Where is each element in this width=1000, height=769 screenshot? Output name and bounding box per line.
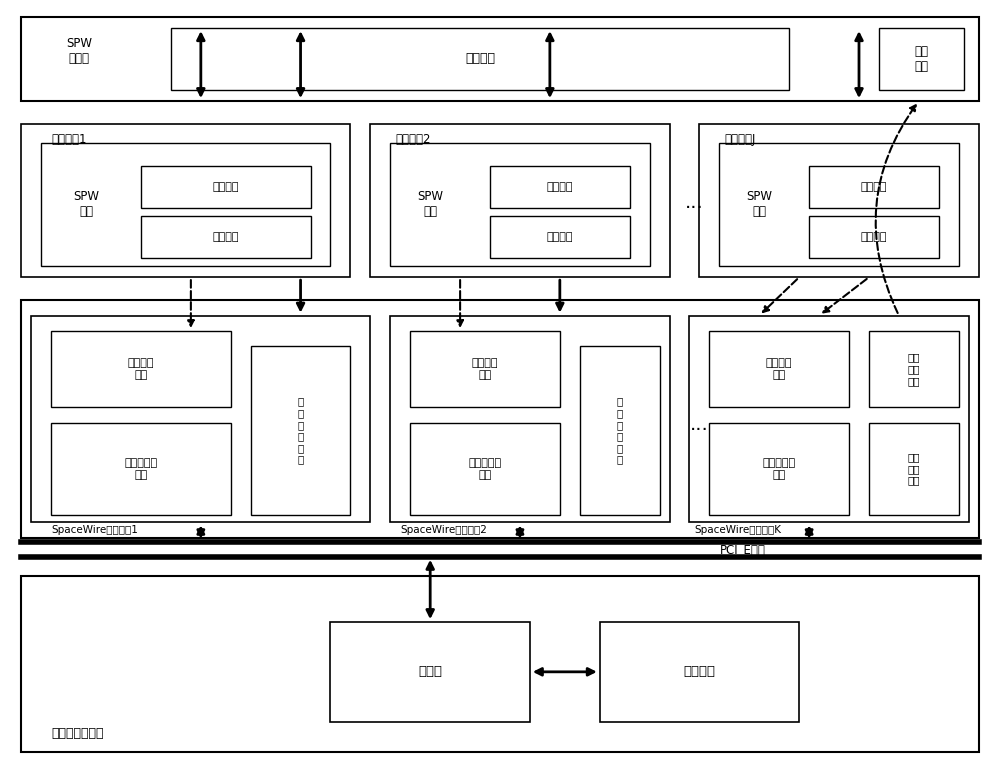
Text: 通信接口: 通信接口: [547, 182, 573, 192]
Text: ···: ···: [690, 421, 709, 440]
Text: 通信接口: 通信接口: [213, 182, 239, 192]
Bar: [809, 166, 939, 208]
Text: 链
路
配
置
接
口: 链 路 配 置 接 口: [297, 397, 304, 464]
Text: 上位机: 上位机: [418, 665, 442, 678]
Text: 链
路
配
置
接
口: 链 路 配 置 接 口: [617, 397, 623, 464]
Text: SpaceWire监测处理2: SpaceWire监测处理2: [400, 525, 487, 535]
Text: SPW
节点: SPW 节点: [73, 191, 99, 218]
Bar: [869, 423, 959, 514]
Text: 数据缓存与
处理: 数据缓存与 处理: [468, 458, 502, 480]
Bar: [490, 216, 630, 258]
Text: 链路监测: 链路监测: [213, 232, 239, 242]
Bar: [869, 331, 959, 408]
Text: SPW
节点: SPW 节点: [417, 191, 443, 218]
Bar: [410, 331, 560, 408]
Text: 星载设备2: 星载设备2: [395, 133, 431, 146]
Bar: [141, 216, 311, 258]
Bar: [600, 622, 799, 721]
Text: 监测采集
接口: 监测采集 接口: [128, 358, 154, 380]
Bar: [171, 28, 789, 89]
Bar: [709, 331, 849, 408]
Text: ···: ···: [685, 198, 704, 218]
Text: 链路
配置
接口: 链路 配置 接口: [908, 352, 920, 386]
Bar: [251, 346, 350, 514]
Text: 通信接口: 通信接口: [465, 52, 495, 65]
Text: 通信接口: 通信接口: [861, 182, 887, 192]
Text: 监测采集
接口: 监测采集 接口: [766, 358, 792, 380]
Bar: [719, 143, 959, 266]
Bar: [141, 166, 311, 208]
Bar: [689, 315, 969, 522]
Text: 旁路监测分析仪: 旁路监测分析仪: [51, 727, 104, 740]
Bar: [879, 28, 964, 89]
Text: 用户界面: 用户界面: [683, 665, 715, 678]
Bar: [51, 331, 231, 408]
Bar: [390, 143, 650, 266]
Bar: [809, 216, 939, 258]
Text: 链路
监测: 链路 监测: [914, 45, 928, 73]
Bar: [580, 346, 660, 514]
Bar: [21, 17, 979, 101]
Text: PCI_E总线: PCI_E总线: [719, 543, 765, 556]
Bar: [490, 166, 630, 208]
Text: 数据缓存与
处理: 数据缓存与 处理: [763, 458, 796, 480]
Bar: [330, 622, 530, 721]
Text: 星载设备1: 星载设备1: [51, 133, 87, 146]
Bar: [410, 423, 560, 514]
Bar: [709, 423, 849, 514]
Bar: [21, 576, 979, 752]
Text: SpaceWire监测处理1: SpaceWire监测处理1: [51, 525, 138, 535]
Bar: [699, 124, 979, 278]
Text: 星载设备J: 星载设备J: [724, 133, 756, 146]
Text: SPW
路由器: SPW 路由器: [66, 37, 92, 65]
Bar: [21, 300, 979, 538]
Bar: [41, 143, 330, 266]
Bar: [21, 124, 350, 278]
Bar: [390, 315, 670, 522]
Bar: [31, 315, 370, 522]
Text: 链路监测: 链路监测: [547, 232, 573, 242]
Text: 链路
配置
接口: 链路 配置 接口: [908, 452, 920, 485]
Text: SpaceWire监测处理K: SpaceWire监测处理K: [694, 525, 781, 535]
Bar: [370, 124, 670, 278]
Text: 数据缓存与
处理: 数据缓存与 处理: [124, 458, 158, 480]
Bar: [51, 423, 231, 514]
Text: 链路监测: 链路监测: [861, 232, 887, 242]
Text: SPW
节点: SPW 节点: [746, 191, 772, 218]
Text: 监测采集
接口: 监测采集 接口: [472, 358, 498, 380]
